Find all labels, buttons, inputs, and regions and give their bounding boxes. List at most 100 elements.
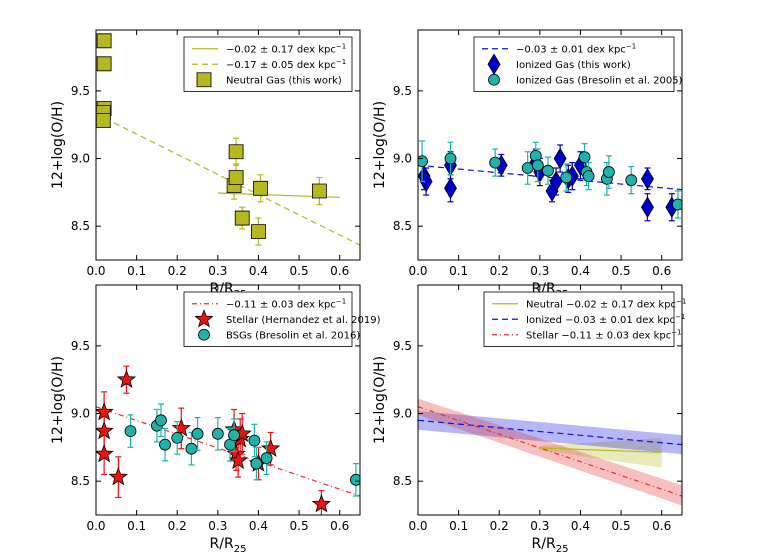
data-point: [560, 171, 573, 184]
data-point: [553, 147, 567, 170]
data-point: [155, 414, 167, 427]
legend: Neutral −0.02 ± 0.17 dex kpc−1 Ionized −0…: [483, 291, 686, 347]
data-point: [625, 174, 638, 187]
data-point: [124, 425, 137, 438]
x-axis-label: R/R25: [210, 536, 247, 555]
y-tick-label: 9.0: [393, 152, 412, 166]
data-point: [253, 180, 268, 196]
data-point: [578, 151, 591, 164]
plot-area: [96, 365, 360, 515]
data-point: [641, 168, 654, 190]
plot-area: [418, 398, 682, 506]
data-point: [96, 33, 112, 49]
legend-label: BSGs (Bresolin et al. 2016): [226, 330, 360, 341]
x-tick-label: 0.2: [168, 264, 187, 278]
data-point: [228, 429, 240, 442]
x-tick-label: 0.5: [290, 264, 309, 278]
x-tick-label: 0.0: [408, 264, 427, 278]
x-axis-label: R/R25: [532, 536, 569, 555]
y-tick-label: 9.0: [71, 407, 90, 421]
y-tick-label: 8.5: [71, 474, 90, 488]
x-tick-label: 0.0: [408, 519, 427, 533]
data-point: [234, 210, 250, 226]
x-tick-label: 0.1: [449, 519, 468, 533]
data-point: [171, 418, 191, 437]
x-tick-label: 0.4: [571, 264, 590, 278]
x-tick-label: 0.3: [208, 519, 227, 533]
legend-label: −0.17 ± 0.05 dex kpc−1: [226, 58, 346, 71]
axes-frame: [95, 284, 361, 516]
data-point: [159, 438, 171, 451]
fit-line: [539, 447, 662, 453]
data-point: [529, 149, 542, 162]
legend-label: −0.02 ± 0.17 dex kpc−1: [226, 42, 346, 55]
legend-label-superscript: −1: [336, 297, 346, 305]
x-tick-label: 0.4: [571, 519, 590, 533]
legend-label: Neutral −0.02 ± 0.17 dex kpc−1: [526, 297, 686, 310]
legend-box: [183, 291, 353, 347]
x-tick-label: 0.4: [249, 264, 268, 278]
y-tick-label: 9.5: [393, 84, 412, 98]
plot-area: [96, 33, 360, 246]
x-tick-label: 0.6: [652, 264, 671, 278]
panel-top-left: 0.00.10.20.30.40.50.68.59.09.5R/R2512+lo…: [50, 29, 361, 300]
x-tick-label: 0.6: [330, 264, 349, 278]
x-tick-label: 0.4: [249, 519, 268, 533]
legend-label: Stellar (Hernandez et al. 2019): [226, 315, 381, 326]
x-tick-label: 0.2: [168, 519, 187, 533]
confidence-band: [539, 437, 662, 468]
legend-label: −0.11 ± 0.03 dex kpc−1: [226, 297, 346, 310]
x-axis-label-subscript: 25: [556, 544, 569, 555]
data-point: [96, 443, 114, 463]
x-tick-label: 0.0: [86, 519, 105, 533]
data-point: [250, 457, 263, 470]
data-point: [549, 170, 563, 193]
legend-label-superscript: −1: [336, 42, 346, 50]
data-point: [444, 177, 457, 200]
legend-label-superscript: −1: [626, 42, 636, 50]
data-point: [96, 56, 112, 72]
data-point: [260, 452, 273, 465]
x-tick-label: 0.6: [652, 519, 671, 533]
x-tick-label: 0.1: [449, 264, 468, 278]
x-tick-label: 0.3: [530, 264, 549, 278]
legend-label-superscript: −1: [671, 328, 681, 336]
panel-top-right: 0.00.10.20.30.40.50.68.59.09.5R/R2512+lo…: [372, 29, 683, 300]
data-point: [171, 431, 184, 444]
y-tick-label: 9.5: [71, 339, 90, 353]
data-point: [582, 170, 595, 183]
legend-label: Stellar −0.11 ± 0.03 dex kpc−1: [526, 328, 682, 341]
data-point: [521, 162, 534, 174]
legend-marker: [196, 72, 212, 88]
data-point: [641, 196, 654, 219]
data-point: [311, 183, 327, 199]
y-tick-label: 9.0: [71, 152, 90, 166]
fit-line: [96, 113, 360, 246]
fit-line: [418, 419, 682, 446]
confidence-band: [418, 398, 682, 506]
legend-marker: [488, 73, 500, 86]
legend-label: Neutral Gas (this work): [226, 75, 342, 86]
data-point: [672, 198, 682, 211]
x-tick-label: 0.2: [490, 519, 509, 533]
y-tick-label: 9.5: [393, 339, 412, 353]
data-point: [350, 473, 360, 486]
x-axis-label-subscript: 25: [234, 544, 247, 555]
data-point: [116, 369, 137, 388]
data-point: [211, 427, 224, 440]
x-tick-label: 0.3: [530, 519, 549, 533]
y-tick-label: 9.5: [71, 84, 90, 98]
data-point: [96, 113, 111, 129]
data-point: [228, 144, 244, 160]
legend: −0.11 ± 0.03 dex kpc−1 Stellar (Hernandez…: [183, 291, 381, 347]
y-axis-label: 12+log(O/H): [50, 356, 66, 444]
data-point: [444, 152, 457, 165]
panel-bottom-right: 0.0 0.1 0.2 0.3 0.4 0.5 0.6 8.5 9.0 9.5 R/R25 12+lo…: [372, 284, 686, 555]
axes-frame: [417, 284, 683, 516]
fit-line: [418, 406, 682, 497]
legend-marker: [198, 328, 210, 341]
y-axis-label: 12+log(O/H): [50, 101, 66, 189]
data-point: [108, 466, 128, 486]
data-point: [531, 159, 544, 172]
